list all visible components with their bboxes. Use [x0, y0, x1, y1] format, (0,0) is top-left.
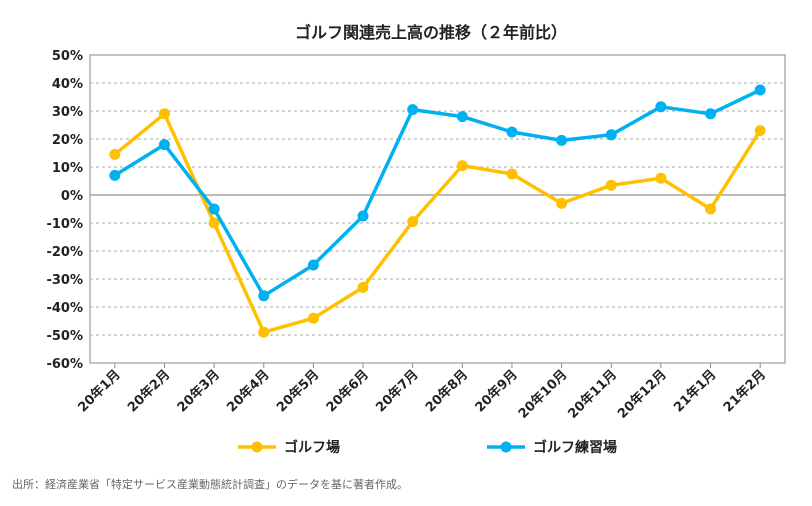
x-tick-label: 20年10月: [515, 367, 570, 422]
data-point: [357, 281, 369, 293]
x-tick-label: 21年2月: [720, 367, 769, 416]
chart-title: ゴルフ関連売上高の推移（２年前比）: [295, 23, 567, 42]
x-tick-label: 20年12月: [614, 367, 669, 422]
data-point: [208, 203, 220, 215]
x-tick-label: 20年4月: [224, 367, 273, 416]
data-point: [705, 203, 717, 215]
x-tick-label: 20年9月: [472, 367, 521, 416]
legend-marker: [251, 441, 263, 453]
y-tick-label: 30%: [52, 105, 83, 120]
y-tick-label: -50%: [46, 329, 83, 344]
legend-label: ゴルフ場: [284, 439, 340, 456]
data-point: [556, 197, 568, 209]
y-tick-label: -30%: [46, 273, 83, 288]
legend-item: ゴルフ場: [238, 439, 340, 456]
data-point: [754, 125, 766, 137]
y-tick-label: 40%: [52, 77, 83, 92]
source-note: 出所：経済産業省「特定サービス産業動態統計調査」のデータを基に著者作成。: [12, 477, 408, 491]
x-tick-label: 21年1月: [670, 367, 719, 416]
data-point: [407, 104, 419, 116]
legend-item: ゴルフ練習場: [487, 439, 617, 456]
y-tick-label: -60%: [46, 357, 83, 372]
y-tick-label: 50%: [52, 49, 83, 64]
data-point: [605, 179, 617, 191]
data-point: [506, 168, 518, 180]
data-point: [158, 139, 170, 151]
data-point: [158, 108, 170, 120]
x-tick-label: 20年11月: [565, 367, 620, 422]
data-point: [556, 134, 568, 146]
x-axis: 20年1月 20年2月 20年3月 20年4月 20年5月 20年6月 20年7月 20年8月…: [75, 363, 769, 422]
data-point: [307, 259, 319, 271]
gridlines: [90, 82, 785, 336]
series-layer: [109, 84, 766, 338]
plot-area: [89, 54, 786, 364]
data-point: [258, 326, 270, 338]
data-point: [109, 169, 121, 181]
y-tick-label: -40%: [46, 301, 83, 316]
data-point: [456, 111, 468, 123]
legend-marker: [500, 441, 512, 453]
x-tick-label: 20年5月: [273, 367, 322, 416]
x-tick-label: 20年3月: [174, 367, 223, 416]
series-1: [109, 108, 766, 338]
x-tick-label: 20年8月: [422, 367, 471, 416]
data-point: [407, 216, 419, 228]
series-line: [113, 112, 762, 334]
data-point: [208, 217, 220, 229]
series-line: [113, 88, 761, 298]
data-point: [605, 129, 617, 141]
y-tick-label: -20%: [46, 245, 83, 260]
data-point: [705, 108, 717, 120]
legend: ゴルフ場 ゴルフ練習場: [238, 439, 617, 456]
data-point: [109, 148, 121, 160]
series-2: [109, 84, 766, 302]
y-tick-label: 20%: [52, 133, 83, 148]
x-tick-label: 20年1月: [75, 367, 124, 416]
data-point: [456, 160, 468, 172]
x-tick-label: 20年6月: [323, 367, 372, 416]
data-point: [655, 101, 667, 113]
x-tick-label: 20年2月: [124, 367, 173, 416]
data-point: [506, 126, 518, 138]
data-point: [258, 290, 270, 302]
data-point: [357, 210, 369, 222]
data-point: [307, 312, 319, 324]
y-axis: 50% 40% 30% 20% 10% 0% -10% -20% -30% -40% -50% -60…: [46, 49, 83, 372]
legend-label: ゴルフ練習場: [533, 439, 617, 456]
y-tick-label: -10%: [46, 217, 83, 232]
x-tick-label: 20年7月: [373, 367, 422, 416]
y-tick-label: 10%: [52, 161, 83, 176]
data-point: [754, 84, 766, 96]
y-tick-label: 0%: [61, 189, 83, 204]
data-point: [655, 172, 667, 184]
